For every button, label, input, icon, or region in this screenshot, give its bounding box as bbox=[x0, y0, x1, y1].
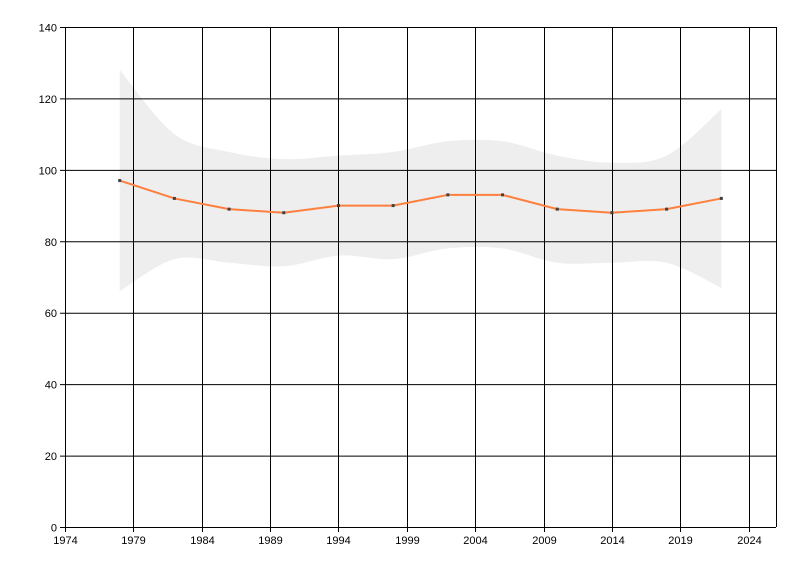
y-tick-label: 140 bbox=[39, 23, 57, 35]
x-tick-label: 1984 bbox=[190, 535, 214, 547]
data-point bbox=[172, 196, 176, 200]
x-tick-label: 2004 bbox=[463, 535, 487, 547]
x-tick-label: 1999 bbox=[395, 535, 419, 547]
data-point bbox=[555, 207, 559, 211]
confidence-band-layer bbox=[119, 69, 722, 292]
data-point bbox=[719, 196, 723, 200]
data-point bbox=[610, 211, 614, 215]
x-tick-label: 1994 bbox=[326, 535, 350, 547]
confidence-band bbox=[119, 69, 722, 292]
data-point bbox=[446, 193, 450, 197]
data-point bbox=[501, 193, 505, 197]
y-tick-label: 60 bbox=[45, 308, 57, 320]
data-point bbox=[282, 211, 286, 215]
y-tick-label: 80 bbox=[45, 237, 57, 249]
y-tick-label: 120 bbox=[39, 94, 57, 106]
data-point bbox=[118, 179, 122, 183]
series-layer bbox=[118, 179, 723, 215]
y-tick-label: 20 bbox=[45, 451, 57, 463]
y-tick-label: 40 bbox=[45, 380, 57, 392]
x-tick-label: 2024 bbox=[737, 535, 761, 547]
x-tick-label: 1979 bbox=[121, 535, 145, 547]
x-tick-label: 1974 bbox=[53, 535, 77, 547]
series-line bbox=[119, 179, 722, 214]
x-tick-label: 1989 bbox=[258, 535, 282, 547]
x-tick-label: 2009 bbox=[532, 535, 556, 547]
data-point bbox=[336, 204, 340, 208]
y-tick-label: 100 bbox=[39, 165, 57, 177]
x-tick-label: 2019 bbox=[668, 535, 692, 547]
data-point bbox=[665, 207, 669, 211]
tick-labels: 0 20 40 60 80 100 120 140 1974 1979 1984 1989 1994 19… bbox=[39, 23, 762, 548]
x-tick-label: 2014 bbox=[600, 535, 624, 547]
data-point bbox=[227, 207, 231, 211]
data-point bbox=[391, 204, 395, 208]
grid-layer bbox=[60, 27, 777, 532]
y-tick-label: 0 bbox=[51, 523, 57, 535]
